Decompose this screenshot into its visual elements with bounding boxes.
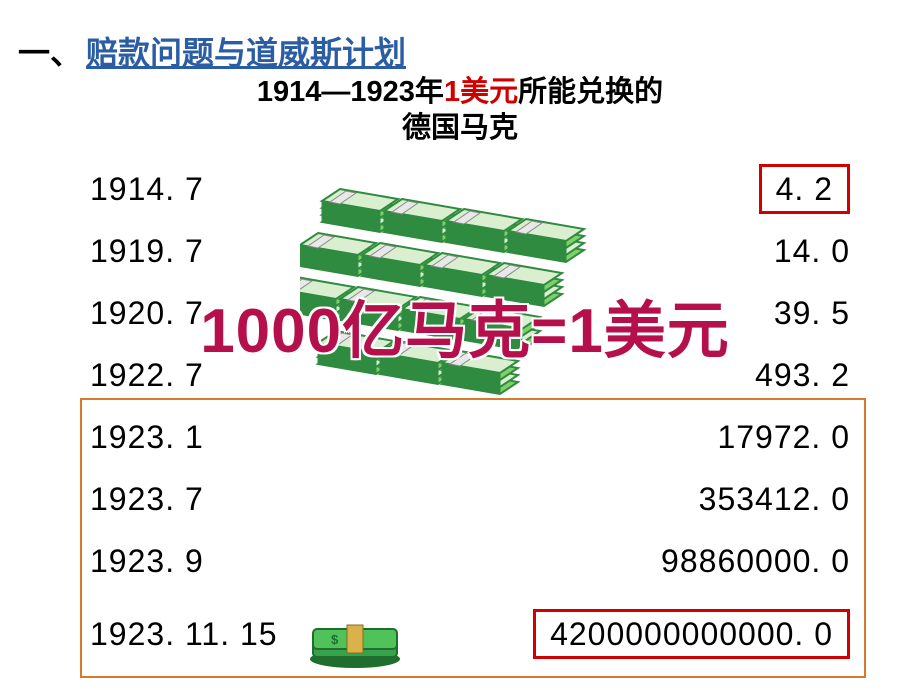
subtitle-line1-post: 所能兑换的 (518, 76, 663, 108)
value-cell: 353412. 0 (699, 472, 850, 526)
subtitle-line1-pre: 1914—1923年 (257, 76, 444, 108)
heading-prefix: 一、 (18, 28, 82, 74)
date-cell: 1923. 7 (90, 472, 204, 526)
table-row: 1919. 7 14. 0 (90, 224, 850, 278)
table-row: 1914. 7 4. 2 (90, 162, 850, 216)
value-cell: 14. 0 (774, 224, 850, 278)
value-cell: 98860000. 0 (661, 534, 850, 588)
date-cell: 1914. 7 (90, 162, 204, 216)
table-row: 1922. 7 493. 2 (90, 348, 850, 402)
value-cell: 4200000000000. 0 (533, 607, 850, 661)
date-cell: 1919. 7 (90, 224, 204, 278)
table-row: 1923. 11. 15 4200000000000. 0 (90, 607, 850, 661)
date-cell: 1923. 1 (90, 410, 204, 464)
section-heading: 一、 赔款问题与道威斯计划 (18, 28, 406, 74)
date-cell: 1923. 9 (90, 534, 204, 588)
highlight-box-red: 4200000000000. 0 (533, 609, 850, 659)
highlight-box-red: 4. 2 (759, 164, 850, 214)
subtitle-line2: 德国马克 (402, 112, 518, 144)
value-cell: 493. 2 (755, 348, 850, 402)
table-row: 1923. 7 353412. 0 (90, 472, 850, 526)
date-cell: 1920. 7 (90, 286, 204, 340)
table-row: 1920. 7 39. 5 (90, 286, 850, 340)
subtitle: 1914—1923年1美元所能兑换的 德国马克 (0, 74, 920, 147)
date-cell: 1923. 11. 15 (90, 607, 278, 661)
value-cell: 17972. 0 (717, 410, 850, 464)
subtitle-line1-red: 1美元 (444, 76, 518, 108)
value-cell: 39. 5 (774, 286, 850, 340)
heading-link[interactable]: 赔款问题与道威斯计划 (86, 28, 406, 74)
table-row: 1923. 1 17972. 0 (90, 410, 850, 464)
table-row: 1923. 9 98860000. 0 (90, 534, 850, 588)
date-cell: 1922. 7 (90, 348, 204, 402)
value-cell: 4. 2 (759, 162, 850, 216)
